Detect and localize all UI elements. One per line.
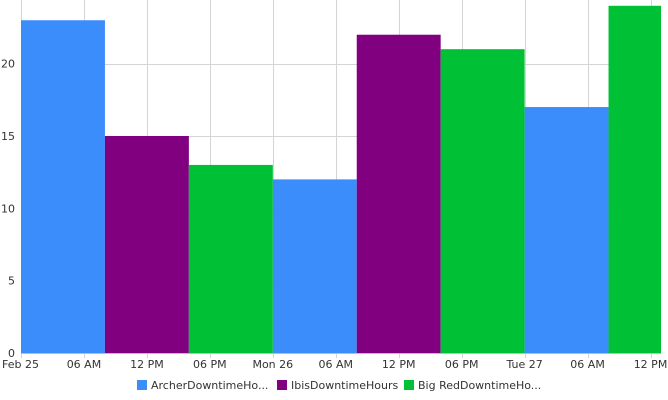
y-tick-label: 15 (1, 130, 15, 143)
y-tick-label: 0 (8, 347, 15, 360)
x-tick-label: Feb 25 (2, 358, 39, 371)
bar (104, 135, 189, 353)
x-tick-label: 06 AM (318, 358, 353, 371)
x-tick-label: 06 AM (570, 358, 605, 371)
x-tick-label: Tue 27 (505, 358, 542, 371)
bar (272, 179, 357, 353)
x-tick-label: 12 PM (634, 358, 668, 371)
x-tick-label: 06 AM (67, 358, 102, 371)
legend-label: ArcherDowntimeHo... (151, 379, 268, 392)
legend-item[interactable]: ArcherDowntimeHo... (137, 379, 268, 392)
bar (524, 107, 609, 354)
axes: 0 5 10 15 20 Feb 25 06 AM 12 PM 06 PM Mon 26 06 AM… (1, 58, 667, 371)
x-tick-label: 12 PM (382, 358, 416, 371)
y-tick-label: 5 (8, 275, 15, 288)
bar (608, 5, 661, 353)
x-tick-label: 06 PM (193, 358, 227, 371)
legend-label: Big RedDowntimeHo... (418, 379, 541, 392)
legend-label: IbisDowntimeHours (291, 379, 399, 392)
legend-swatch (137, 380, 147, 390)
legend-swatch (277, 380, 287, 390)
bar (356, 34, 441, 353)
x-tick-label: Mon 26 (252, 358, 293, 371)
legend-swatch (404, 380, 414, 390)
bars (21, 5, 661, 354)
bar (188, 164, 273, 353)
y-tick-label: 10 (1, 202, 15, 215)
legend[interactable]: ArcherDowntimeHo... IbisDowntimeHours Big … (137, 379, 541, 392)
bar (21, 20, 105, 354)
legend-item[interactable]: IbisDowntimeHours (277, 379, 399, 392)
x-tick-label: 12 PM (130, 358, 164, 371)
legend-item[interactable]: Big RedDowntimeHo... (404, 379, 541, 392)
bar (440, 49, 525, 353)
y-tick-label: 20 (1, 58, 15, 71)
x-tick-label: 06 PM (445, 358, 479, 371)
